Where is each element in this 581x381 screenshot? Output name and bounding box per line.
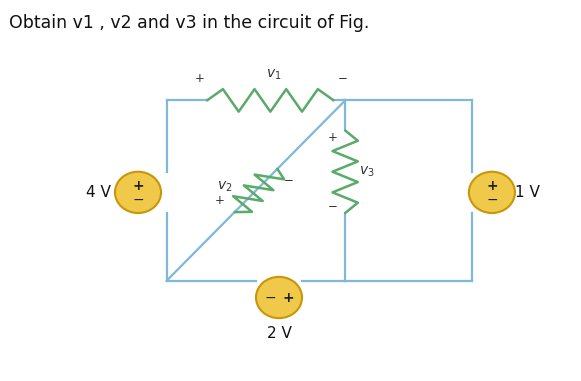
Ellipse shape — [469, 172, 515, 213]
Text: −: − — [132, 193, 144, 207]
Text: +: + — [486, 179, 498, 193]
Text: $v_3$: $v_3$ — [359, 165, 375, 179]
Text: $v_1$: $v_1$ — [266, 68, 281, 82]
Text: $v_2$: $v_2$ — [217, 179, 232, 194]
Text: +: + — [132, 179, 144, 193]
Text: +: + — [282, 290, 294, 304]
Text: +: + — [195, 72, 205, 85]
Text: −: − — [328, 200, 338, 213]
Text: +: + — [215, 194, 225, 207]
Ellipse shape — [256, 277, 302, 318]
Text: Obtain v1 , v2 and v3 in the circuit of Fig.: Obtain v1 , v2 and v3 in the circuit of … — [9, 14, 369, 32]
Text: +: + — [328, 131, 338, 144]
Text: 2 V: 2 V — [267, 326, 292, 341]
Text: 1 V: 1 V — [515, 185, 540, 200]
Text: −: − — [264, 290, 276, 304]
Text: −: − — [486, 193, 498, 207]
Ellipse shape — [115, 172, 161, 213]
Text: −: − — [284, 174, 294, 187]
Text: 4 V: 4 V — [87, 185, 112, 200]
Text: −: − — [338, 72, 347, 85]
